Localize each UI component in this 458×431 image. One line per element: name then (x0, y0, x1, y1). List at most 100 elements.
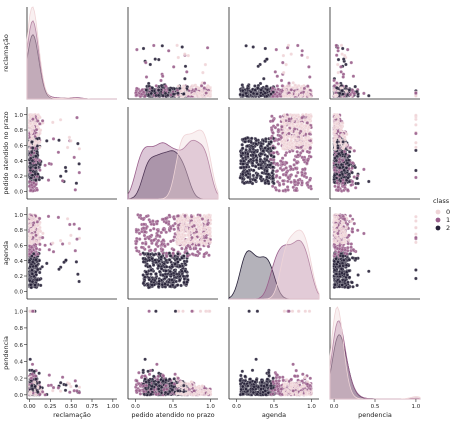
scatter-point (264, 92, 267, 95)
scatter-point (290, 181, 293, 184)
scatter-point (350, 61, 353, 64)
scatter-point (297, 143, 300, 146)
scatter-point (301, 181, 304, 184)
scatter-point (274, 126, 277, 129)
panel-reclamacao-vs-pedido-atendido-no-prazo (128, 7, 218, 99)
scatter-point (337, 71, 340, 74)
scatter-point (303, 129, 306, 132)
scatter-point (349, 93, 352, 96)
scatter-point (31, 136, 34, 139)
scatter-point (147, 82, 150, 85)
scatter-point (164, 85, 167, 88)
scatter-point (288, 122, 291, 125)
scatter-point (285, 161, 288, 164)
scatter-point (183, 77, 186, 80)
scatter-point (164, 92, 167, 95)
scatter-point (300, 134, 303, 137)
scatter-point (241, 143, 244, 146)
scatter-point (291, 114, 294, 117)
scatter-point (275, 151, 278, 154)
scatter-point (341, 47, 344, 50)
scatter-point (297, 154, 300, 157)
scatter-point (143, 95, 146, 98)
scatter-point (256, 174, 259, 177)
scatter-point (353, 175, 356, 178)
scatter-point (162, 94, 165, 97)
scatter-point (172, 65, 175, 68)
scatter-point (73, 156, 76, 159)
scatter-point (284, 88, 287, 91)
scatter-point (279, 160, 282, 163)
scatter-point (342, 92, 345, 95)
scatter-point (245, 44, 248, 47)
scatter-point (41, 176, 44, 179)
scatter-point (306, 159, 309, 162)
scatter-point (186, 92, 189, 95)
scatter-point (344, 63, 347, 66)
scatter-point (30, 140, 33, 143)
scatter-point (295, 161, 298, 164)
scatter-point (340, 70, 343, 73)
scatter-point (176, 44, 179, 47)
scatter-point (203, 87, 206, 90)
scatter-point (270, 128, 273, 131)
scatter-point (336, 63, 339, 66)
scatter-point (296, 171, 299, 174)
scatter-point (277, 128, 280, 131)
scatter-point (283, 133, 286, 136)
scatter-point (287, 176, 290, 179)
scatter-point (294, 189, 297, 192)
scatter-point (342, 58, 345, 61)
scatter-point (252, 169, 255, 172)
scatter-point (157, 88, 160, 91)
scatter-point (282, 189, 285, 192)
scatter-point (266, 155, 269, 158)
scatter-point (252, 148, 255, 151)
scatter-point (290, 136, 293, 139)
scatter-point (36, 119, 39, 122)
scatter-point (296, 44, 299, 47)
scatter-point (264, 47, 267, 50)
panel-pedido-atendido-no-prazo-vs-reclamacao (27, 107, 117, 199)
scatter-point (34, 166, 37, 169)
scatter-point (295, 174, 298, 177)
scatter-point (276, 84, 279, 87)
scatter-point (279, 115, 282, 118)
scatter-point (367, 180, 370, 183)
scatter-point (288, 150, 291, 153)
scatter-point (45, 139, 48, 142)
scatter-point (160, 84, 163, 87)
scatter-point (254, 142, 257, 145)
scatter-point (335, 44, 338, 47)
scatter-point (259, 152, 262, 155)
scatter-point (286, 85, 289, 88)
scatter-point (135, 87, 138, 90)
scatter-point (78, 171, 81, 174)
scatter-point (29, 166, 32, 169)
scatter-point (272, 146, 275, 149)
scatter-point (304, 92, 307, 95)
scatter-point (51, 121, 54, 124)
scatter-point (303, 147, 306, 150)
scatter-point (161, 75, 164, 78)
scatter-point (246, 87, 249, 90)
scatter-point (264, 146, 267, 149)
scatter-point (181, 45, 184, 48)
scatter-point (275, 174, 278, 177)
scatter-point (246, 170, 249, 173)
scatter-point (150, 92, 153, 95)
scatter-point (286, 146, 289, 149)
scatter-point (339, 65, 342, 68)
scatter-point (151, 86, 154, 89)
scatter-point (300, 54, 303, 57)
scatter-point (283, 94, 286, 97)
scatter-point (278, 184, 281, 187)
scatter-point (266, 180, 269, 183)
scatter-point (300, 87, 303, 90)
scatter-point (291, 119, 294, 122)
scatter-point (252, 45, 255, 48)
scatter-point (300, 116, 303, 119)
scatter-point (204, 63, 207, 66)
scatter-point (75, 182, 78, 185)
